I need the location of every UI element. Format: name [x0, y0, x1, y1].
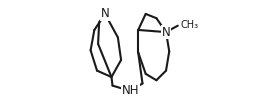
Text: NH: NH: [122, 84, 139, 97]
Text: N: N: [162, 26, 170, 39]
Text: N: N: [101, 7, 109, 20]
Text: CH₃: CH₃: [181, 20, 199, 30]
